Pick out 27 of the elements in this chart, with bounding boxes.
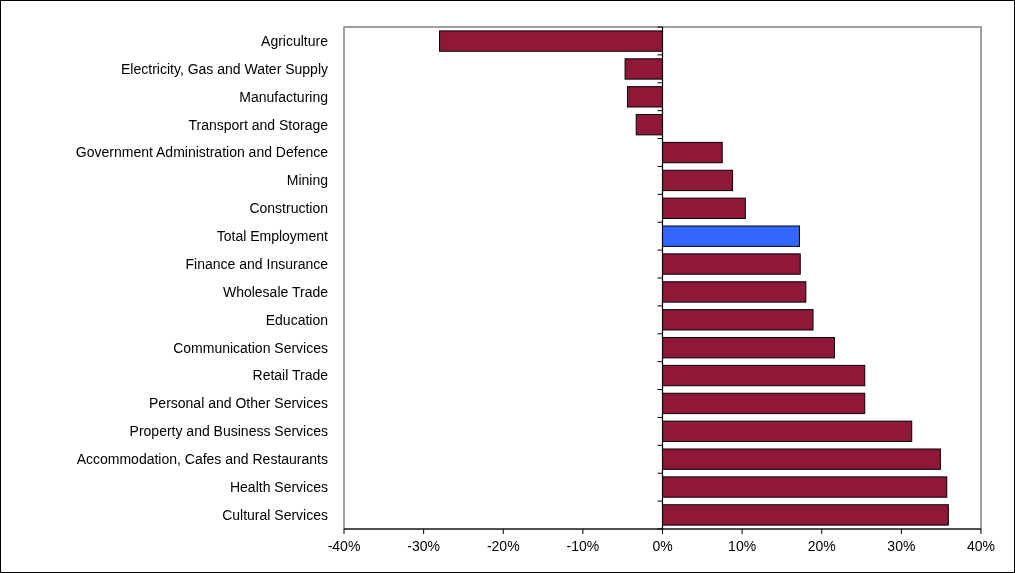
y-tick-label: Manufacturing <box>239 88 328 105</box>
y-tick-label: Property and Business Services <box>129 423 328 440</box>
y-tick-label: Personal and Other Services <box>149 395 328 412</box>
x-tick-label: -40% <box>327 538 361 554</box>
x-tick-label: -30% <box>407 538 440 554</box>
y-tick-label: Education <box>265 311 328 328</box>
y-tick-label: Accommodation, Cafes and Restaurants <box>76 451 328 468</box>
y-tick-label: Cultural Services <box>222 506 328 523</box>
x-tick-label: -20% <box>486 538 520 554</box>
y-tick-label: Government Administration and Defence <box>75 144 329 161</box>
y-tick-label: Finance and Insurance <box>185 255 329 272</box>
x-tick-label: 30% <box>887 538 916 554</box>
y-tick-label: Retail Trade <box>252 367 329 384</box>
y-tick-label: Health Services <box>229 478 328 495</box>
y-tick-label: Agriculture <box>261 32 329 49</box>
y-tick-label: Mining <box>286 172 328 189</box>
x-tick-label: 10% <box>728 538 757 554</box>
x-tick-label: 0% <box>652 538 673 554</box>
x-tick-label: 20% <box>807 538 836 554</box>
y-tick-label: Construction <box>249 200 328 217</box>
y-tick-label: Total Employment <box>216 228 329 245</box>
y-tick-label: Transport and Storage <box>188 116 329 133</box>
y-tick-label: Communication Services <box>173 339 328 356</box>
x-tick-label: 40% <box>966 538 996 554</box>
y-tick-label: Wholesale Trade <box>222 283 329 300</box>
x-tick-label: -10% <box>566 538 600 554</box>
y-tick-label: Electricity, Gas and Water Supply <box>121 60 328 77</box>
